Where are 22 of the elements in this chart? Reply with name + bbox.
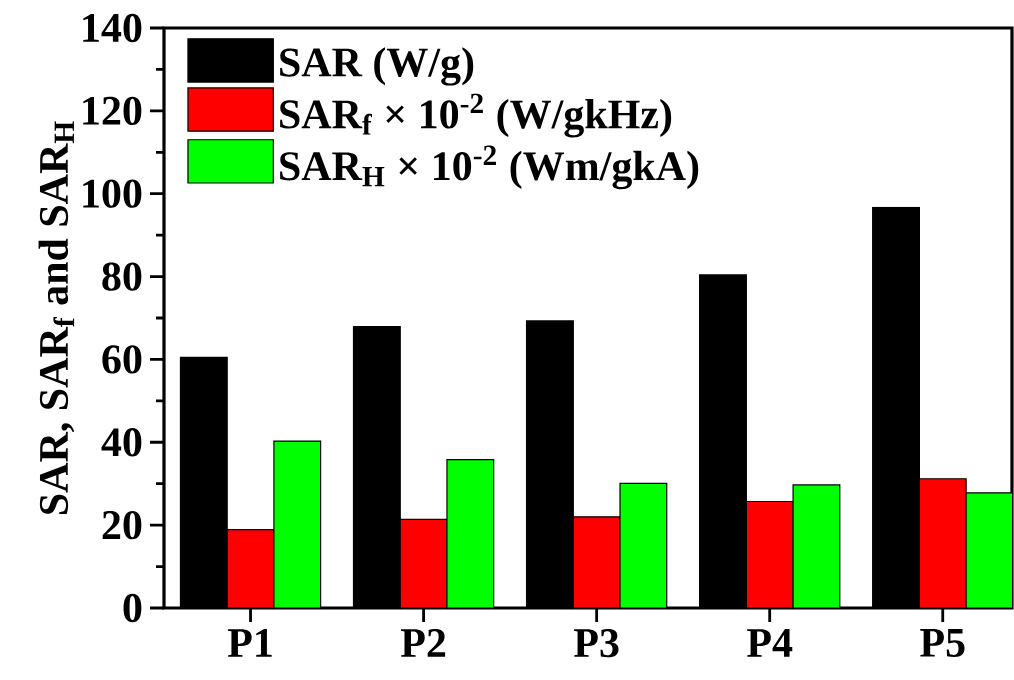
y-tick-label: 100 (83, 179, 142, 208)
legend-label: SAR$_{f}$ × 10$^{-2}$ (W/gkHz) (280, 93, 672, 138)
bar (745, 500, 794, 608)
y-tick-label: 60 (102, 345, 142, 374)
y-tick-label: 40 (101, 428, 142, 457)
x-tick-label: P2 (400, 629, 446, 657)
legend-label: SAR (W/g) (280, 47, 474, 86)
bar (918, 478, 967, 608)
bar (572, 516, 621, 608)
x-tick-label: P3 (574, 629, 619, 658)
x-tick-label: P5 (920, 629, 965, 657)
y-axis-title: SAR, SAR$_{f}$ and SAR$_{H}$ (38, 121, 75, 514)
x-tick-label: P4 (747, 629, 793, 657)
bar (399, 518, 448, 608)
x-tick-label: P1 (227, 629, 272, 657)
legend-label: SAR$_{H}$ × 10$^{-2}$ (Wm/gkA) (280, 145, 699, 190)
y-tick-label: 20 (102, 510, 142, 540)
y-tick-label: 140 (83, 13, 142, 43)
y-tick-label: 80 (102, 262, 142, 291)
y-tick-label: 120 (83, 96, 142, 126)
y-tick-label: 0 (123, 593, 142, 623)
bar (226, 529, 275, 608)
